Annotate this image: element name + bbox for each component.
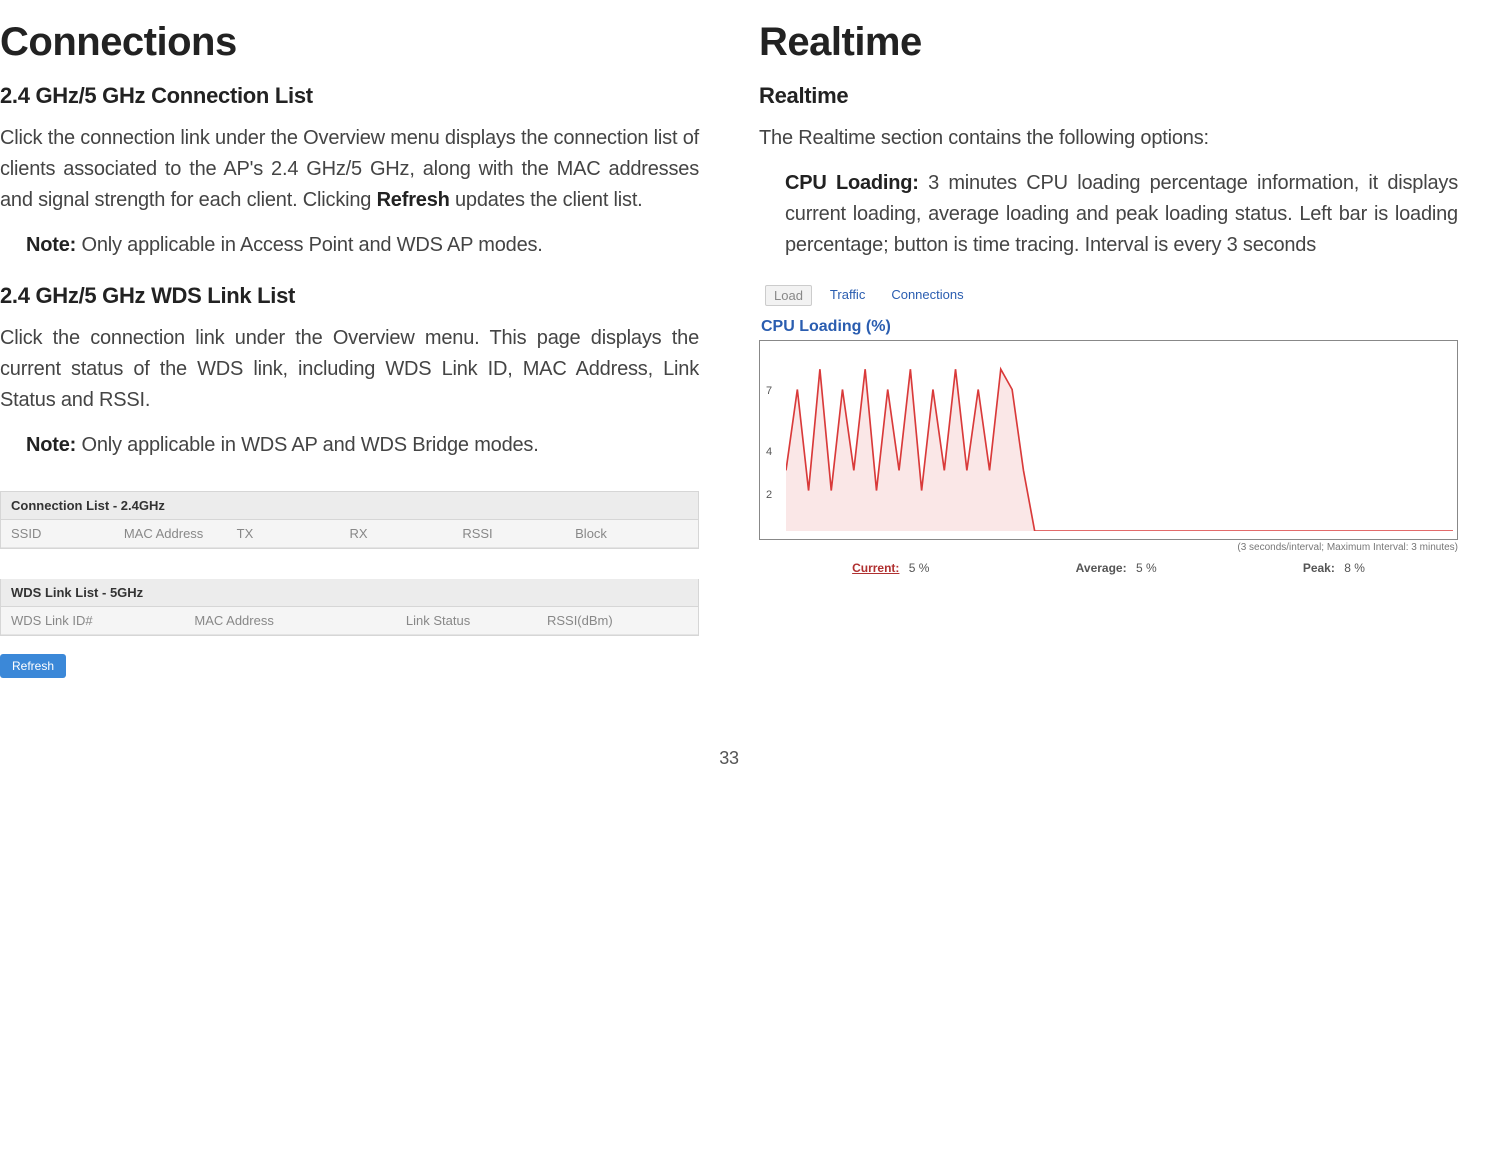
col-wds-status: Link Status: [406, 613, 547, 628]
cpu-chart-title: CPU Loading (%): [761, 318, 1458, 336]
wds-link-5-header: WDS Link ID# MAC Address Link Status RSS…: [1, 607, 698, 635]
stat-peak-value: 8 %: [1344, 561, 1365, 575]
col-wds-rssi: RSSI(dBm): [547, 613, 688, 628]
connection-list-body-b: updates the client list.: [450, 189, 643, 211]
col-mac: MAC Address: [124, 526, 237, 541]
ytick-7: 7: [766, 385, 772, 397]
tab-traffic[interactable]: Traffic: [822, 285, 873, 306]
cpu-chart-svg: [786, 349, 1453, 531]
tab-connections[interactable]: Connections: [883, 285, 971, 306]
note-body-1: Only applicable in Access Point and WDS …: [76, 234, 543, 256]
realtime-subtitle: Realtime: [759, 83, 1458, 109]
conn-list-24-header: SSID MAC Address TX RX RSSI Block: [1, 520, 698, 548]
col-ssid: SSID: [11, 526, 124, 541]
ytick-2: 2: [766, 489, 772, 501]
page-number: 33: [0, 748, 1458, 769]
col-wds-mac: MAC Address: [194, 613, 406, 628]
col-wds-id: WDS Link ID#: [11, 613, 194, 628]
connection-list-panel: Connection List - 2.4GHz SSID MAC Addres…: [0, 491, 699, 678]
tab-load[interactable]: Load: [765, 285, 812, 306]
refresh-button[interactable]: Refresh: [0, 654, 66, 678]
col-rssi: RSSI: [462, 526, 575, 541]
cpu-chart-area: 7 4 2: [759, 340, 1458, 540]
stat-peak: Peak: 8 %: [1303, 561, 1365, 575]
stat-average-label: Average:: [1076, 561, 1127, 575]
right-column: Realtime Realtime The Realtime section c…: [759, 20, 1458, 678]
col-rx: RX: [349, 526, 462, 541]
col-tx: TX: [237, 526, 350, 541]
wds-link-list-title: 2.4 GHz/5 GHz WDS Link List: [0, 283, 699, 309]
chart-stats: Current: 5 % Average: 5 % Peak: 8 %: [759, 561, 1458, 575]
cpu-chart-panel: Load Traffic Connections CPU Loading (%)…: [759, 281, 1458, 575]
stat-average: Average: 5 %: [1076, 561, 1157, 575]
conn-list-24-title: Connection List - 2.4GHz: [1, 492, 698, 520]
col-block: Block: [575, 526, 688, 541]
stat-current: Current: 5 %: [852, 561, 929, 575]
cpu-loading-label: CPU Loading:: [785, 172, 919, 194]
refresh-word: Refresh: [377, 189, 450, 211]
stat-average-value: 5 %: [1136, 561, 1157, 575]
cpu-loading-desc: CPU Loading: 3 minutes CPU loading perce…: [759, 168, 1458, 261]
realtime-intro: The Realtime section contains the follow…: [759, 123, 1458, 154]
note-label-2: Note:: [26, 434, 76, 456]
wds-link-5-title: WDS Link List - 5GHz: [1, 579, 698, 607]
left-column: Connections 2.4 GHz/5 GHz Connection Lis…: [0, 20, 699, 678]
connections-heading: Connections: [0, 20, 699, 65]
wds-link-list-body: Click the connection link under the Over…: [0, 323, 699, 416]
chart-tabs: Load Traffic Connections: [759, 281, 1458, 312]
note-body-2: Only applicable in WDS AP and WDS Bridge…: [76, 434, 538, 456]
connection-list-body: Click the connection link under the Over…: [0, 123, 699, 216]
ytick-4: 4: [766, 446, 772, 458]
wds-link-list-note: Note: Only applicable in WDS AP and WDS …: [0, 430, 699, 461]
connection-list-note: Note: Only applicable in Access Point an…: [0, 230, 699, 261]
stat-peak-label: Peak:: [1303, 561, 1335, 575]
chart-interval-note: (3 seconds/interval; Maximum Interval: 3…: [759, 542, 1458, 553]
stat-current-value: 5 %: [909, 561, 930, 575]
stat-current-label: Current:: [852, 561, 899, 575]
connection-list-title: 2.4 GHz/5 GHz Connection List: [0, 83, 699, 109]
note-label-1: Note:: [26, 234, 76, 256]
realtime-heading: Realtime: [759, 20, 1458, 65]
